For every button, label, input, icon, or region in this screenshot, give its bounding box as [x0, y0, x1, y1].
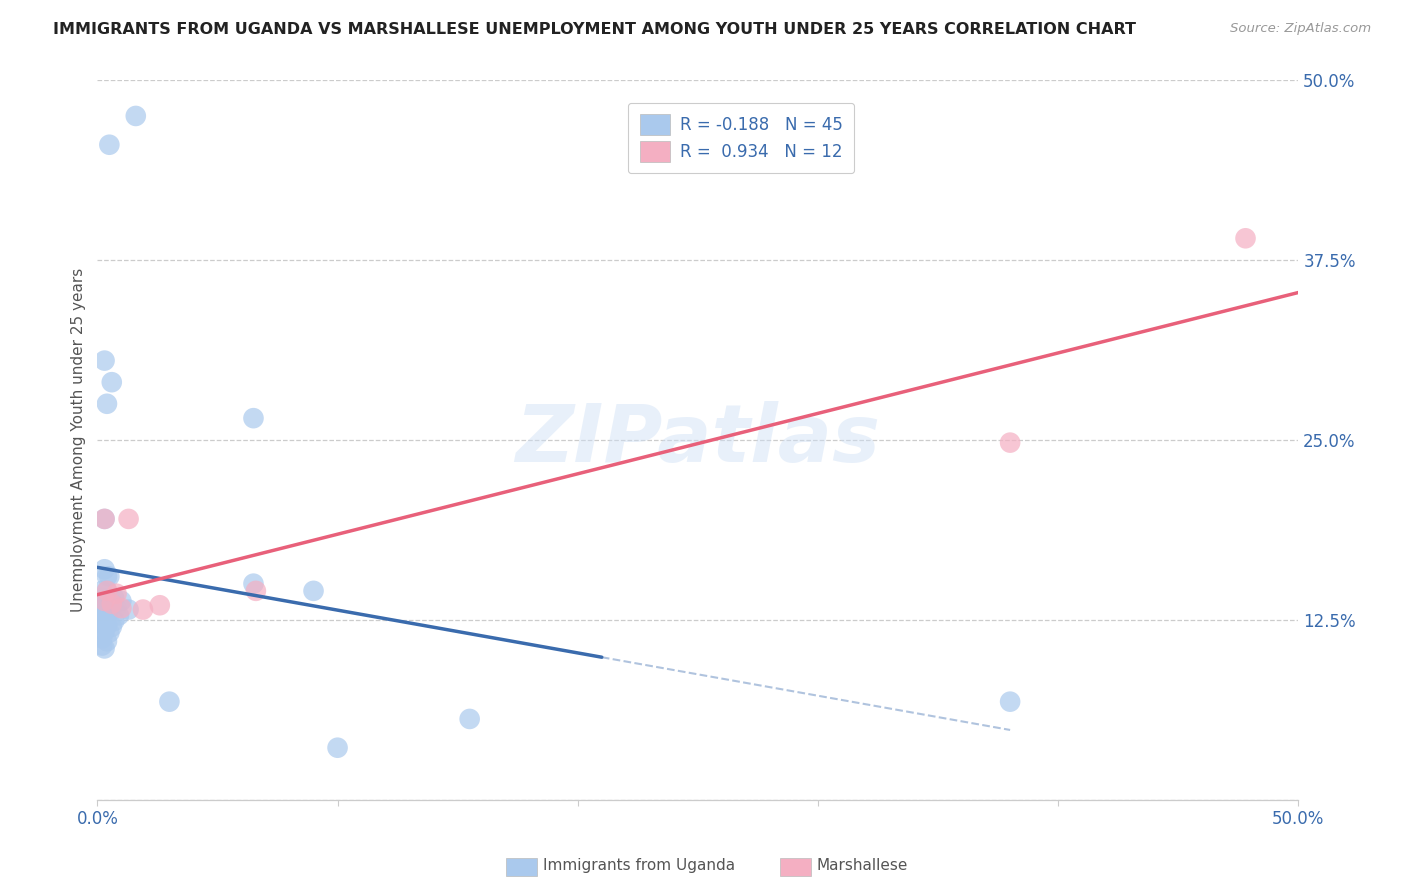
Point [91, 639, 114, 653]
Point [93, 353, 115, 368]
Point [96, 618, 118, 632]
Point [96, 583, 118, 598]
Point [93, 512, 115, 526]
Point [117, 512, 139, 526]
Point [93, 624, 115, 639]
Point [100, 620, 122, 634]
Point [96, 583, 118, 598]
Point [98, 137, 121, 152]
Point [91, 632, 114, 646]
Point [91, 611, 114, 625]
Point [91, 583, 114, 598]
Point [157, 695, 180, 709]
Point [326, 740, 349, 755]
Point [458, 712, 481, 726]
Point [91, 617, 114, 632]
Y-axis label: Unemployment Among Youth under 25 years: Unemployment Among Youth under 25 years [72, 268, 86, 612]
Point [103, 614, 125, 628]
Point [91, 591, 114, 605]
Point [105, 587, 128, 601]
Point [96, 634, 118, 648]
Point [100, 597, 122, 611]
Text: Marshallese: Marshallese [817, 858, 908, 873]
Point [91, 599, 114, 613]
Point [93, 606, 115, 620]
Point [100, 375, 122, 389]
Text: ZIPatlas: ZIPatlas [516, 401, 880, 479]
Text: IMMIGRANTS FROM UGANDA VS MARSHALLESE UNEMPLOYMENT AMONG YOUTH UNDER 25 YEARS CO: IMMIGRANTS FROM UGANDA VS MARSHALLESE UN… [53, 22, 1136, 37]
Text: Source: ZipAtlas.com: Source: ZipAtlas.com [1230, 22, 1371, 36]
Point [96, 397, 118, 411]
Point [105, 601, 128, 615]
Point [98, 625, 121, 640]
Point [108, 608, 131, 623]
Point [149, 599, 172, 613]
Point [998, 695, 1021, 709]
Point [93, 613, 115, 627]
Text: Immigrants from Uganda: Immigrants from Uganda [543, 858, 735, 873]
Point [100, 594, 122, 608]
Point [93, 594, 115, 608]
Point [117, 602, 139, 616]
Point [96, 569, 118, 583]
Point [96, 608, 118, 623]
Point [998, 435, 1021, 450]
Point [96, 599, 118, 613]
Point [242, 576, 264, 591]
Point [110, 594, 132, 608]
Point [93, 562, 115, 576]
Point [242, 411, 264, 425]
Point [93, 512, 115, 526]
Point [98, 601, 121, 615]
Point [103, 591, 125, 605]
Legend: R = -0.188   N = 45, R =  0.934   N = 12: R = -0.188 N = 45, R = 0.934 N = 12 [628, 103, 855, 173]
Point [91, 606, 114, 620]
Point [125, 109, 148, 123]
Point [91, 623, 114, 637]
Point [93, 594, 115, 608]
Point [132, 602, 155, 616]
Point [245, 583, 267, 598]
Point [110, 601, 132, 615]
Point [93, 641, 115, 656]
Point [302, 583, 325, 598]
Point [1234, 231, 1257, 245]
Point [98, 569, 121, 583]
